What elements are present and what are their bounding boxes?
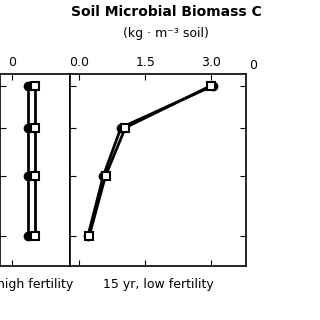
Text: high fertility: high fertility bbox=[0, 278, 73, 292]
Text: Soil Microbial Biomass C: Soil Microbial Biomass C bbox=[71, 5, 262, 19]
Text: (kg · m⁻³ soil): (kg · m⁻³ soil) bbox=[124, 27, 209, 40]
Text: 0: 0 bbox=[250, 59, 258, 72]
Text: 15 yr, low fertility: 15 yr, low fertility bbox=[103, 278, 214, 292]
